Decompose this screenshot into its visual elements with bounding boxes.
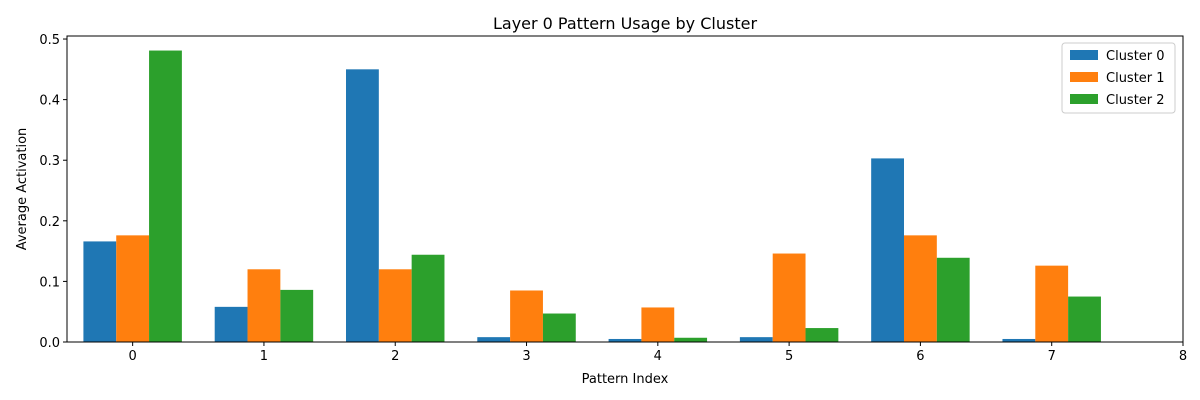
bar-cluster-0-pattern-3 — [477, 337, 511, 342]
x-tick-label: 2 — [391, 349, 399, 364]
bar-cluster-2-pattern-2 — [411, 254, 445, 342]
bar-cluster-1-pattern-4 — [641, 307, 675, 342]
bar-cluster-0-pattern-7 — [1002, 338, 1036, 342]
x-tick-label: 1 — [260, 349, 268, 364]
legend-label-cluster-1: Cluster 1 — [1106, 71, 1165, 86]
x-tick-label: 3 — [522, 349, 530, 364]
bars-group — [83, 50, 1101, 343]
bar-cluster-0-pattern-6 — [871, 158, 904, 342]
y-axis-title: Average Activation — [15, 128, 30, 251]
legend-label-cluster-2: Cluster 2 — [1106, 93, 1165, 108]
legend-label-cluster-0: Cluster 0 — [1106, 49, 1165, 64]
bar-cluster-0-pattern-5 — [739, 337, 773, 342]
x-tick-label: 7 — [1048, 349, 1056, 364]
bar-cluster-2-pattern-7 — [1068, 296, 1101, 342]
x-tick-label: 8 — [1179, 349, 1187, 364]
bar-cluster-2-pattern-1 — [280, 289, 314, 342]
x-axis: 0 1 2 3 4 5 6 7 8 — [129, 342, 1187, 364]
x-tick-label: 4 — [654, 349, 662, 364]
x-tick-label: 6 — [916, 349, 924, 364]
bar-cluster-1-pattern-7 — [1035, 265, 1069, 342]
y-tick-label: 0.2 — [39, 215, 60, 230]
bar-cluster-1-pattern-6 — [904, 235, 937, 342]
bar-cluster-0-pattern-1 — [214, 306, 248, 342]
bar-cluster-1-pattern-3 — [510, 290, 543, 342]
y-axis: 0.0 0.1 0.2 0.3 0.4 0.5 — [39, 33, 67, 351]
bar-cluster-2-pattern-4 — [674, 337, 708, 342]
y-tick-label: 0.1 — [39, 275, 60, 290]
bar-cluster-2-pattern-6 — [936, 257, 970, 342]
bar-cluster-1-pattern-1 — [247, 269, 281, 342]
bar-cluster-2-pattern-3 — [542, 313, 576, 342]
bar-cluster-1-pattern-5 — [772, 253, 806, 342]
plot-frame — [66, 35, 1184, 343]
x-axis-title: Pattern Index — [582, 372, 669, 387]
legend-swatch-cluster-1 — [1070, 72, 1098, 82]
bar-cluster-0-pattern-4 — [608, 338, 642, 342]
bar-cluster-1-pattern-2 — [378, 269, 412, 342]
y-tick-label: 0.5 — [39, 33, 60, 48]
chart-title: Layer 0 Pattern Usage by Cluster — [493, 14, 757, 33]
bar-cluster-2-pattern-0 — [149, 50, 182, 343]
x-tick-label: 0 — [129, 349, 137, 364]
legend-swatch-cluster-0 — [1070, 50, 1098, 60]
y-tick-label: 0.4 — [39, 94, 60, 109]
y-tick-label: 0.0 — [39, 336, 60, 351]
bar-cluster-2-pattern-5 — [805, 328, 839, 342]
x-tick-label: 5 — [785, 349, 793, 364]
bar-cluster-0-pattern-2 — [346, 69, 379, 343]
y-tick-label: 0.3 — [39, 154, 60, 169]
bar-cluster-1-pattern-0 — [116, 235, 150, 342]
bar-cluster-0-pattern-0 — [83, 241, 117, 342]
legend: Cluster 0 Cluster 1 Cluster 2 — [1061, 42, 1176, 114]
legend-swatch-cluster-2 — [1070, 94, 1098, 104]
